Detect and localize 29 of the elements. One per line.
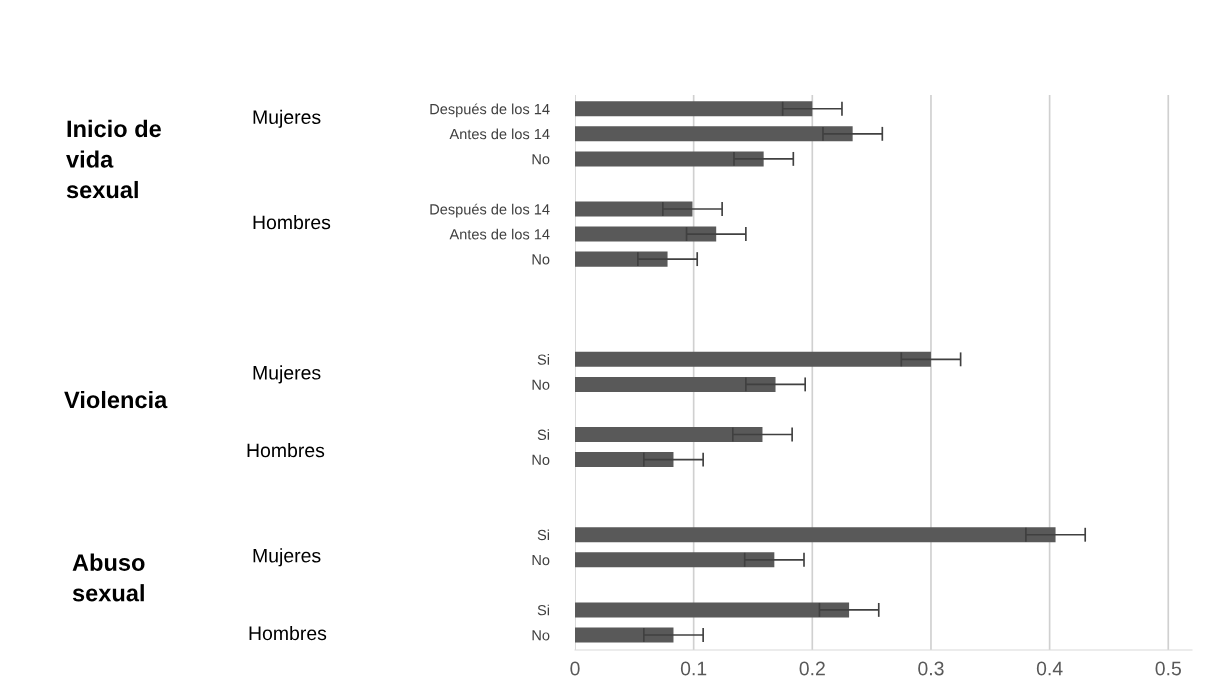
y-tick-label: Después de los 14: [430, 203, 550, 218]
text: Mujeres: [253, 365, 321, 384]
y-tick-label: Si: [537, 529, 550, 541]
text: Mujeres: [253, 109, 321, 128]
text: Mujeres: [253, 548, 321, 567]
text: Inicio de vida sexual: [66, 119, 161, 199]
x-tick-label: 0.5: [1155, 661, 1181, 676]
y-tick-label: Antes de los 14: [449, 128, 550, 140]
y-tick-label: No: [532, 254, 550, 265]
y-tick-label: No: [532, 630, 550, 641]
y-tick-label: No: [532, 454, 550, 465]
text: Abuso sexual: [72, 553, 145, 602]
y-tick-label: Antes de los 14: [449, 228, 550, 240]
y-tick-label: Si: [537, 354, 550, 365]
y-tick-label: No: [532, 154, 550, 165]
y-tick-label: Si: [537, 604, 550, 616]
x-tick-label: 0.3: [918, 661, 944, 676]
y-tick-label: No: [532, 379, 550, 390]
y-tick-label: Si: [537, 429, 550, 440]
x-tick-label: 0.1: [680, 661, 707, 676]
y-tick-label: Después de los 14: [430, 103, 550, 118]
text: Hombres: [249, 625, 327, 641]
text: Hombres: [247, 442, 325, 458]
text: Hombres: [253, 214, 331, 230]
x-tick-label: 0.4: [1036, 661, 1063, 676]
y-tick-label: No: [532, 555, 550, 566]
text: Violencia: [64, 390, 168, 409]
x-tick-label: 0: [570, 661, 580, 676]
x-tick-label: 0.2: [799, 661, 825, 676]
